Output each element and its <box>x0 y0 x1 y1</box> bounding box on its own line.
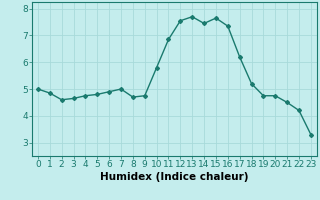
X-axis label: Humidex (Indice chaleur): Humidex (Indice chaleur) <box>100 172 249 182</box>
